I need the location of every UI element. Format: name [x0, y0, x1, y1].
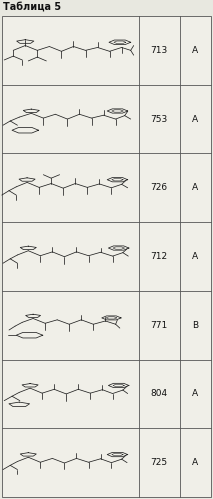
Text: A: A [192, 252, 198, 261]
Text: A: A [192, 458, 198, 467]
Text: 713: 713 [151, 46, 168, 55]
Text: 725: 725 [151, 458, 168, 467]
Text: A: A [192, 115, 198, 124]
Text: B: B [192, 321, 198, 330]
Text: 804: 804 [151, 389, 168, 398]
Text: A: A [192, 46, 198, 55]
Text: 726: 726 [151, 183, 168, 192]
Text: A: A [192, 389, 198, 398]
Text: 712: 712 [151, 252, 168, 261]
Text: 771: 771 [151, 321, 168, 330]
Text: Таблица 5: Таблица 5 [3, 2, 61, 12]
Text: A: A [192, 183, 198, 192]
Text: 753: 753 [151, 115, 168, 124]
